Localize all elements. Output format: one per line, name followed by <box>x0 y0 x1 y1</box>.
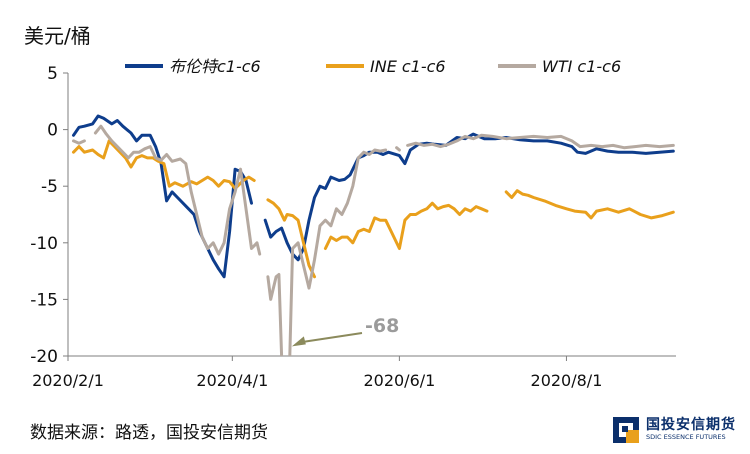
annotation-arrow-head <box>291 336 306 347</box>
source-note: 数据来源：路透，国投安信期货 <box>30 423 268 443</box>
series-line-2 <box>266 273 284 356</box>
series-line-1 <box>72 139 256 190</box>
series-line-2 <box>93 124 262 256</box>
series-line-0 <box>263 132 675 262</box>
legend-label-0: 布伦特c1-c6 <box>169 57 261 76</box>
company-logo: 国投安信期货 SDIC ESSENCE FUTURES <box>612 414 746 448</box>
y-tick-label: 0 <box>47 121 58 141</box>
y-tick-label: -5 <box>41 177 58 197</box>
series-line-1 <box>504 189 675 220</box>
annotation-label: -68 <box>365 315 399 337</box>
y-tick-label: -15 <box>30 290 58 310</box>
x-tick-label: 2020/6/1 <box>363 371 435 390</box>
series-line-0 <box>72 114 253 279</box>
annotation-arrow-line <box>299 332 363 344</box>
y-tick-label: 5 <box>47 64 58 84</box>
y-tick-label: -20 <box>30 347 58 367</box>
logo-mark-icon <box>613 417 639 443</box>
logo-subtext: SDIC ESSENCE FUTURES <box>646 433 726 441</box>
series-line-2 <box>395 146 401 152</box>
y-tick-label: -10 <box>30 234 58 254</box>
logo-text: 国投安信期货 <box>646 417 736 433</box>
x-tick-label: 2020/2/1 <box>32 371 104 390</box>
legend-label-1: INE c1-c6 <box>370 57 446 76</box>
series-line-1 <box>266 198 316 279</box>
legend-label-2: WTI c1-c6 <box>542 57 621 76</box>
series-line-2 <box>406 133 675 150</box>
x-tick-label: 2020/8/1 <box>531 371 603 390</box>
series-line-2 <box>72 139 86 145</box>
series-line-2 <box>288 148 388 356</box>
x-tick-label: 2020/4/1 <box>196 371 268 390</box>
series-line-1 <box>323 201 489 250</box>
y-axis-unit-label: 美元/桶 <box>24 24 91 48</box>
